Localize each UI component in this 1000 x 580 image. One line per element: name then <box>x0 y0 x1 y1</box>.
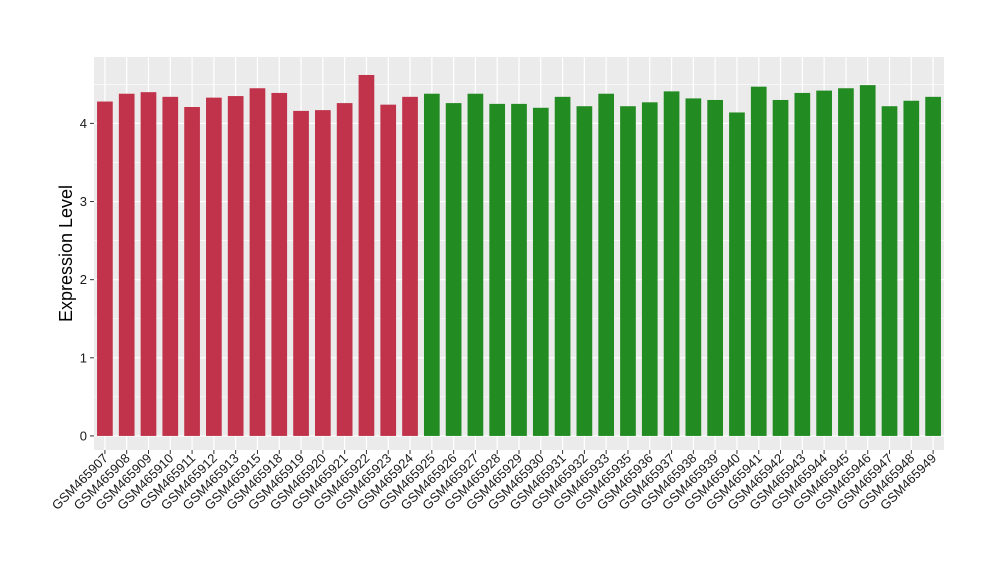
bar-GSM465928 <box>489 103 506 436</box>
bar-GSM465935 <box>620 106 636 436</box>
bar-GSM465913 <box>227 96 244 436</box>
bar-GSM465923 <box>380 104 397 436</box>
bars <box>97 74 941 436</box>
y-axis: 0 1 2 3 4 <box>80 116 94 443</box>
bar-GSM465943 <box>794 92 811 436</box>
bar-GSM465944 <box>816 90 832 436</box>
bar-GSM465949 <box>925 96 941 436</box>
bar-GSM465929 <box>511 103 527 436</box>
y-tick-label: 3 <box>80 194 87 209</box>
bar-GSM465927 <box>467 93 484 436</box>
bar-GSM465918 <box>271 92 288 436</box>
bar-GSM465936 <box>641 102 658 436</box>
bar-GSM465946 <box>859 85 876 436</box>
bar-GSM465933 <box>598 93 615 436</box>
bar-GSM465920 <box>315 110 331 436</box>
bar-GSM465942 <box>772 99 789 436</box>
bar-GSM465919 <box>293 110 309 436</box>
y-tick-label: 0 <box>80 428 87 443</box>
bar-GSM465915 <box>249 88 266 436</box>
bar-GSM465926 <box>445 103 462 436</box>
bar-GSM465931 <box>554 96 571 436</box>
bar-GSM465910 <box>162 96 179 436</box>
bar-GSM465911 <box>184 107 200 436</box>
bar-GSM465922 <box>358 74 375 436</box>
y-tick-label: 4 <box>80 116 87 131</box>
x-axis: GSM465907GSM465908GSM465909GSM465910GSM4… <box>49 450 939 513</box>
y-tick-label: 1 <box>80 350 87 365</box>
bar-GSM465945 <box>838 88 854 436</box>
bar-GSM465932 <box>576 106 593 436</box>
bar-GSM465947 <box>881 106 898 436</box>
bar-GSM465937 <box>663 91 680 436</box>
bar-GSM465938 <box>685 98 702 436</box>
bar-GSM465912 <box>206 97 222 436</box>
bar-GSM465921 <box>336 103 353 436</box>
bar-GSM465930 <box>532 107 549 436</box>
y-axis-title: Expression Level <box>56 185 76 322</box>
bar-GSM465948 <box>903 100 920 436</box>
bar-GSM465940 <box>729 112 745 436</box>
bar-GSM465925 <box>423 93 440 436</box>
bar-GSM465907 <box>97 101 113 436</box>
bar-GSM465941 <box>750 86 767 436</box>
bar-GSM465939 <box>707 99 723 436</box>
bar-GSM465909 <box>140 92 157 436</box>
bar-GSM465908 <box>118 93 135 436</box>
y-tick-label: 2 <box>80 272 87 287</box>
bar-GSM465924 <box>402 96 418 436</box>
